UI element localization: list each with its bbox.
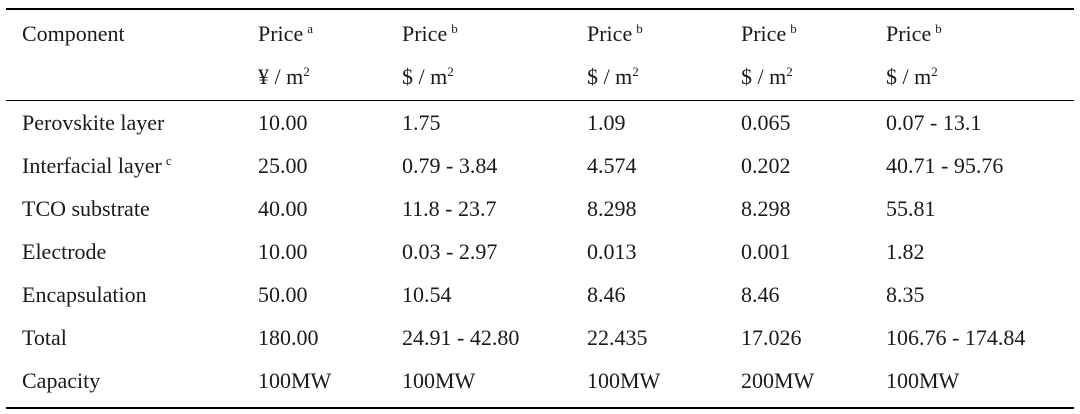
table-cell: 8.298 [587,196,637,221]
row-label: Electrode [22,239,107,264]
table-cell: 200MW [741,368,815,393]
table-cell: 100MW [402,368,476,393]
table-cell: 50.00 [258,282,308,307]
table-cell: 0.202 [741,153,791,178]
row-label: TCO substrate [22,196,150,221]
table-body: Perovskite layer 10.00 1.75 1.09 0.065 0… [6,101,1074,407]
table-cell: 1.09 [587,110,626,135]
table-row: TCO substrate 40.00 11.8 - 23.7 8.298 8.… [6,190,1074,234]
table-cell: 0.07 - 13.1 [886,110,982,135]
table-cell: 8.298 [741,196,791,221]
table-row: Perovskite layer 10.00 1.75 1.09 0.065 0… [6,104,1074,148]
header-price-5: Price b [886,21,942,46]
header-component: Component [22,21,125,46]
table-cell: 100MW [587,368,661,393]
table-cell: 55.81 [886,196,936,221]
header-price-3: Price b [587,21,643,46]
row-label: Interfacial layer c [22,153,172,178]
table-cell: 180.00 [258,325,319,350]
table-cell: 100MW [886,368,960,393]
row-label: Total [22,325,67,350]
footnote-mark: b [636,21,643,36]
table-cell: 40.00 [258,196,308,221]
table-row: Total 180.00 24.91 - 42.80 22.435 17.026… [6,319,1074,363]
table-cell: 1.82 [886,239,925,264]
footnote-mark: b [451,21,458,36]
header-unit-3: $ / m2 [587,64,639,89]
footnote-mark: c [165,153,172,168]
row-label: Perovskite layer [22,110,165,135]
table-cell: 0.013 [587,239,637,264]
table-cell: 25.00 [258,153,308,178]
footnote-mark: a [307,21,313,36]
table-row: Encapsulation 50.00 10.54 8.46 8.46 8.35 [6,276,1074,320]
table-row: Capacity 100MW 100MW 100MW 200MW 100MW [6,362,1074,406]
table-cell: 40.71 - 95.76 [886,153,1004,178]
footnote-mark: b [790,21,797,36]
table-cell: 0.001 [741,239,791,264]
table-cell: 4.574 [587,153,637,178]
table-cell: 17.026 [741,325,802,350]
table-cell: 10.54 [402,282,452,307]
table-cell: 106.76 - 174.84 [886,325,1026,350]
row-label: Capacity [22,368,101,393]
header-price-1: Price a [258,21,313,46]
header-unit-2: $ / m2 [402,64,454,89]
table-cell: 22.435 [587,325,648,350]
table-cell: 24.91 - 42.80 [402,325,520,350]
table-cell: 10.00 [258,239,308,264]
table-cell: 1.75 [402,110,441,135]
table-cell: 100MW [258,368,332,393]
table-cell: 0.03 - 2.97 [402,239,498,264]
table-cell: 8.35 [886,282,925,307]
table-cell: 10.00 [258,110,308,135]
footnote-mark: b [935,21,942,36]
table-row: Electrode 10.00 0.03 - 2.97 0.013 0.001 … [6,233,1074,277]
row-label: Encapsulation [22,282,147,307]
cost-table: Component Price a ¥ / m2 Price b $ / m2 Pr… [6,8,1074,409]
header-price-2: Price b [402,21,458,46]
header-unit-4: $ / m2 [741,64,793,89]
header-unit-5: $ / m2 [886,64,938,89]
table-header: Component Price a ¥ / m2 Price b $ / m2 Pr… [6,10,1074,101]
table-cell: 0.79 - 3.84 [402,153,498,178]
table-cell: 8.46 [741,282,780,307]
table-cell: 0.065 [741,110,791,135]
table-row: Interfacial layer c 25.00 0.79 - 3.84 4.5… [6,147,1074,191]
header-price-4: Price b [741,21,797,46]
table-cell: 11.8 - 23.7 [402,196,497,221]
table-cell: 8.46 [587,282,626,307]
header-unit-1: ¥ / m2 [258,64,310,89]
